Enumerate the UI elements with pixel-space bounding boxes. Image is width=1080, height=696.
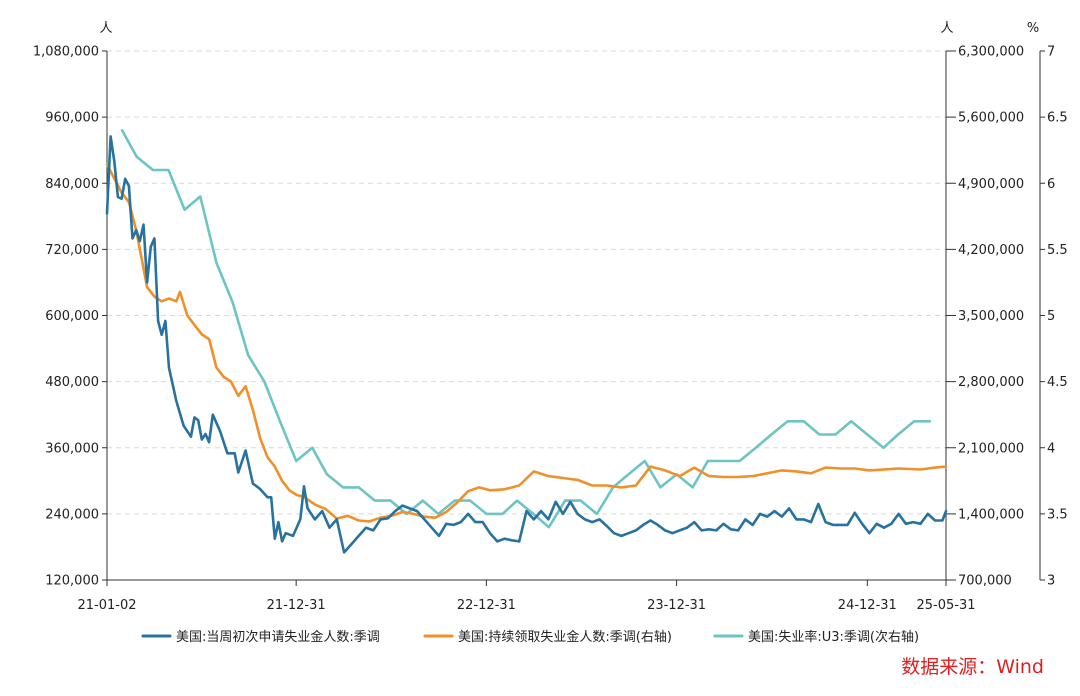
left-tick-label: 120,000 — [45, 574, 99, 589]
left-tick-labels: 120,000 240,000 360,000 480,000 600,000 720,0… — [33, 45, 107, 589]
right2-unit-label: % — [1027, 21, 1039, 36]
legend-label-continuing-claims: 美国:持续领取失业金人数:季调(右轴) — [458, 629, 672, 645]
left-tick-label: 1,080,000 — [33, 45, 99, 60]
left-unit-label: 人 — [99, 21, 112, 36]
right-unit-label: 人 — [940, 21, 953, 36]
right2-tick-label: 6.5 — [1047, 111, 1068, 126]
right2-tick-label: 7 — [1047, 45, 1055, 60]
series-line-initial-claims — [105, 135, 948, 554]
right2-tick-labels: 3 3.5 4 4.5 5 5.5 6 6.5 7 — [1040, 45, 1068, 589]
legend-item-unemployment-rate[interactable]: 美国:失业率:U3:季调(次右轴) — [713, 629, 919, 645]
legend: 美国:当周初次申请失业金人数:季调 美国:持续领取失业金人数:季调(右轴) 美国… — [141, 629, 919, 645]
x-tick-label: 24-12-31 — [838, 598, 897, 613]
series-line-continuing-claims — [105, 163, 948, 523]
legend-label-initial-claims: 美国:当周初次申请失业金人数:季调 — [176, 629, 380, 645]
right-tick-label: 1,400,000 — [958, 507, 1024, 522]
right2-tick-label: 3.5 — [1047, 507, 1068, 522]
left-tick-label: 960,000 — [45, 111, 99, 126]
legend-item-continuing-claims[interactable]: 美国:持续领取失业金人数:季调(右轴) — [423, 629, 672, 645]
right-tick-label: 4,900,000 — [958, 177, 1024, 192]
x-tick-label: 21-01-02 — [77, 598, 136, 613]
right2-tick-label: 5.5 — [1047, 243, 1068, 258]
series-lines — [105, 129, 948, 554]
legend-item-initial-claims[interactable]: 美国:当周初次申请失业金人数:季调 — [141, 629, 380, 645]
x-tick-label: 23-12-31 — [647, 598, 706, 613]
right-tick-label: 4,200,000 — [958, 243, 1024, 258]
right2-tick-label: 6 — [1047, 177, 1055, 192]
right-tick-label: 3,500,000 — [958, 309, 1024, 324]
left-tick-label: 480,000 — [45, 375, 99, 390]
x-tick-label: 21-12-31 — [267, 598, 326, 613]
x-tick-label: 22-12-31 — [457, 598, 516, 613]
right-tick-label: 6,300,000 — [958, 45, 1024, 60]
series-line-unemployment-rate — [120, 129, 932, 529]
source-label: 数据来源：Wind — [901, 656, 1044, 678]
left-tick-label: 360,000 — [45, 441, 99, 456]
right2-tick-label: 5 — [1047, 309, 1055, 324]
left-tick-label: 720,000 — [45, 243, 99, 258]
left-tick-label: 600,000 — [45, 309, 99, 324]
right-tick-labels: 700,000 1,400,000 2,100,000 2,800,000 3,500,… — [946, 45, 1024, 589]
gridlines — [107, 50, 946, 515]
right2-tick-label: 4 — [1047, 441, 1055, 456]
right-tick-label: 2,100,000 — [958, 441, 1024, 456]
x-tick-label: 25-05-31 — [916, 598, 975, 613]
right2-tick-label: 3 — [1047, 574, 1055, 589]
right-tick-label: 5,600,000 — [958, 111, 1024, 126]
right-tick-label: 700,000 — [958, 574, 1012, 589]
left-tick-label: 240,000 — [45, 507, 99, 522]
right2-tick-label: 4.5 — [1047, 375, 1068, 390]
legend-label-unemployment-rate: 美国:失业率:U3:季调(次右轴) — [748, 629, 919, 645]
right-tick-label: 2,800,000 — [958, 375, 1024, 390]
left-tick-label: 840,000 — [45, 177, 99, 192]
x-tick-labels: 21-01-02 21-12-31 22-12-31 23-12-31 24-12-31… — [77, 580, 976, 613]
axes: 人 人 % — [99, 21, 1041, 581]
